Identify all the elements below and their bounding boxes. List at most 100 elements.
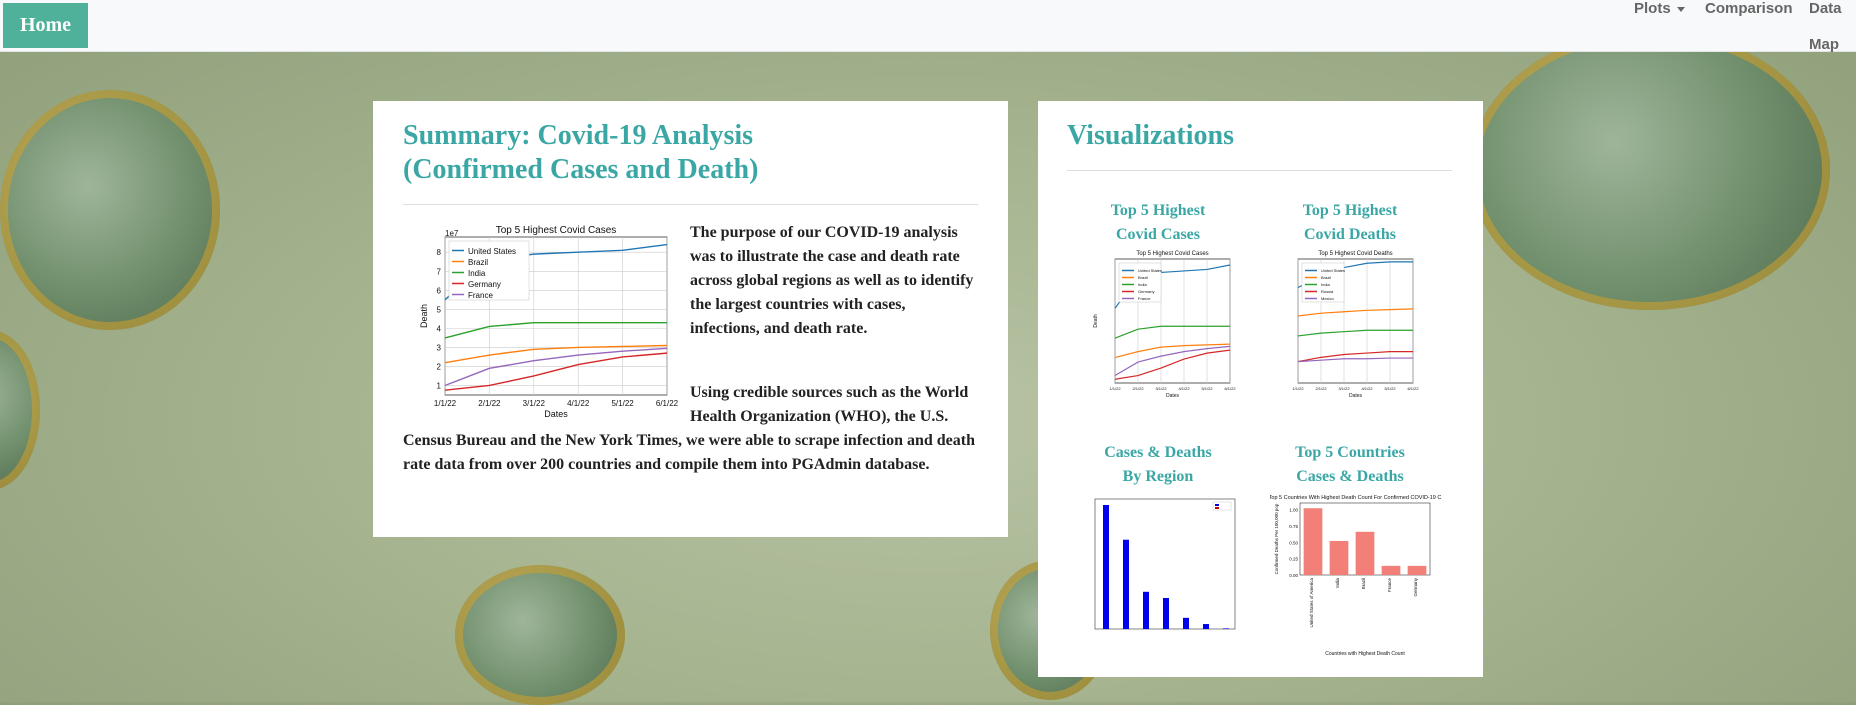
data-link[interactable]: Data xyxy=(1809,0,1842,17)
chart-title: Top 5 Countries With Highest Death Count… xyxy=(1270,495,1441,501)
y-axis-label: Confirmed Deaths Per 100,000 pop xyxy=(1274,503,1279,574)
y-tick-label: 3 xyxy=(437,343,442,352)
summary-divider xyxy=(403,204,978,205)
x-tick-label: 5/1/22 xyxy=(1201,386,1213,391)
viz-thumb-deaths-chart[interactable]: Top 5 Highest Covid Deaths 1/1/22 2/1/22 3/… xyxy=(1276,247,1426,407)
map-link[interactable]: Map xyxy=(1809,36,1839,53)
x-tick-label: 1/1/22 xyxy=(434,399,457,408)
bar xyxy=(1407,565,1427,575)
series-line xyxy=(444,352,668,391)
viz-title-line: Covid Deaths xyxy=(1303,226,1396,243)
summary-paragraph-2: Using credible sources such as the World… xyxy=(403,381,1003,477)
y-tick-label: 1 xyxy=(437,381,442,390)
bar xyxy=(1381,565,1401,575)
paragraph-1-line: was to illustrate the case and death rat… xyxy=(690,248,960,265)
viz-thumb-region-chart[interactable] xyxy=(1083,489,1243,659)
paragraph-2-line: Census Bureau and the New York Times, we… xyxy=(403,432,976,449)
bar xyxy=(1203,624,1209,629)
legend-label: France xyxy=(1138,296,1151,301)
legend-label: Russia xyxy=(1321,289,1334,294)
legend-label: Germany xyxy=(1138,289,1154,294)
series-line xyxy=(1114,343,1231,359)
plots-label: Plots xyxy=(1634,0,1671,17)
series-line xyxy=(1297,308,1414,317)
x-axis-label: Countries with Highest Death Count xyxy=(1325,651,1405,657)
summary-paragraph-1: The purpose of our COVID-19 analysis was… xyxy=(690,221,990,341)
y-tick-label: 0.25 xyxy=(1289,557,1298,562)
x-tick-label: 3/1/22 xyxy=(1155,386,1167,391)
y-tick-label: 4 xyxy=(437,324,442,333)
visualizations-title: Visualizations xyxy=(1067,120,1234,151)
paragraph-1-line: The purpose of our COVID-19 analysis xyxy=(690,224,958,241)
summary-panel: Summary: Covid-19 Analysis (Confirmed Ca… xyxy=(373,101,1008,537)
paragraph-1-line: across global regions as well as to iden… xyxy=(690,272,974,289)
y-tick-label: 5 xyxy=(437,305,442,314)
x-tick-label: France xyxy=(1387,578,1392,593)
legend-label: India xyxy=(1138,282,1147,287)
legend-box xyxy=(1212,501,1232,511)
x-axis-label: Dates xyxy=(544,409,568,419)
y-axis-label: Death xyxy=(419,304,429,328)
x-tick-label: 6/1/22 xyxy=(656,399,679,408)
summary-title-line1: Summary: Covid-19 Analysis xyxy=(403,120,754,151)
x-tick-label: 4/1/22 xyxy=(1178,386,1190,391)
viz-thumb-top5-chart[interactable]: Top 5 Countries With Highest Death Count… xyxy=(1270,489,1445,659)
series-line xyxy=(444,347,668,387)
x-tick-label: 4/1/22 xyxy=(567,399,590,408)
x-tick-label: 3/1/22 xyxy=(1338,386,1350,391)
home-button[interactable]: Home xyxy=(3,3,88,48)
paragraph-1-line: infections, and death rate. xyxy=(690,320,868,337)
caret-down-icon xyxy=(1676,6,1685,12)
x-tick-label: 5/1/22 xyxy=(1384,386,1396,391)
chart-title: Top 5 Highest Covid Cases xyxy=(1136,251,1208,257)
bar xyxy=(1143,591,1149,629)
x-tick-label: 2/1/22 xyxy=(1132,386,1144,391)
x-tick-label: 1/1/22 xyxy=(1109,386,1121,391)
y-tick-label: 6 xyxy=(437,286,442,295)
x-tick-label: 6/1/22 xyxy=(1224,386,1236,391)
bar xyxy=(1223,628,1229,629)
y-tick-label: 0.00 xyxy=(1289,573,1298,578)
y-tick-label: 0.75 xyxy=(1289,524,1298,529)
y-axis-label: Death xyxy=(1093,314,1099,328)
legend-label: United States xyxy=(1138,268,1162,273)
y-tick-label: 1.00 xyxy=(1289,508,1298,513)
legend-swatch xyxy=(1215,504,1219,506)
legend-box xyxy=(1301,262,1345,303)
x-tick-label: 4/1/22 xyxy=(1361,386,1373,391)
legend-label: India xyxy=(1321,282,1330,287)
bar xyxy=(1163,598,1169,629)
x-tick-label: 2/1/22 xyxy=(478,399,501,408)
plots-dropdown[interactable]: Plots xyxy=(1634,0,1685,17)
viz-title-line: By Region xyxy=(1122,468,1194,485)
series-line xyxy=(444,344,668,364)
comparison-link[interactable]: Comparison xyxy=(1705,0,1793,17)
summary-title: Summary: Covid-19 Analysis (Confirmed Ca… xyxy=(403,119,963,187)
x-tick-label: 3/1/22 xyxy=(523,399,546,408)
x-tick-label: 2/1/22 xyxy=(1315,386,1327,391)
viz-title-line: Top 5 Highest xyxy=(1302,202,1398,219)
virus-image-left xyxy=(0,90,220,330)
legend-box xyxy=(1118,262,1162,303)
viz-title-top5: Top 5 Countries Cases & Deaths xyxy=(1275,441,1425,489)
legend-label: Brazil xyxy=(1138,275,1148,280)
visualizations-panel: Visualizations Top 5 Highest Covid Cases… xyxy=(1038,101,1483,677)
chart-title: Top 5 Highest Covid Cases xyxy=(496,225,617,236)
x-axis-label: Dates xyxy=(1349,393,1363,399)
viz-thumb-cases-chart[interactable]: Top 5 Highest Covid Cases 1/1/22 2/1/22 3/1… xyxy=(1093,247,1243,407)
y-tick-label: 0.50 xyxy=(1289,540,1298,545)
x-tick-label: 1/1/22 xyxy=(1292,386,1304,391)
x-tick-label: Germany xyxy=(1413,577,1418,596)
series-line xyxy=(444,321,667,339)
series-line xyxy=(1114,345,1231,377)
legend-swatch xyxy=(1215,507,1219,509)
x-axis-label: Dates xyxy=(1166,393,1180,399)
series-line xyxy=(1114,325,1230,339)
chart-title: Top 5 Highest Covid Deaths xyxy=(1318,251,1392,257)
bar xyxy=(1303,508,1323,575)
y-tick-label: 2 xyxy=(437,362,442,371)
bar xyxy=(1183,617,1189,629)
viz-title-deaths: Top 5 Highest Covid Deaths xyxy=(1275,199,1425,247)
bar xyxy=(1329,540,1349,575)
bar xyxy=(1355,531,1375,575)
